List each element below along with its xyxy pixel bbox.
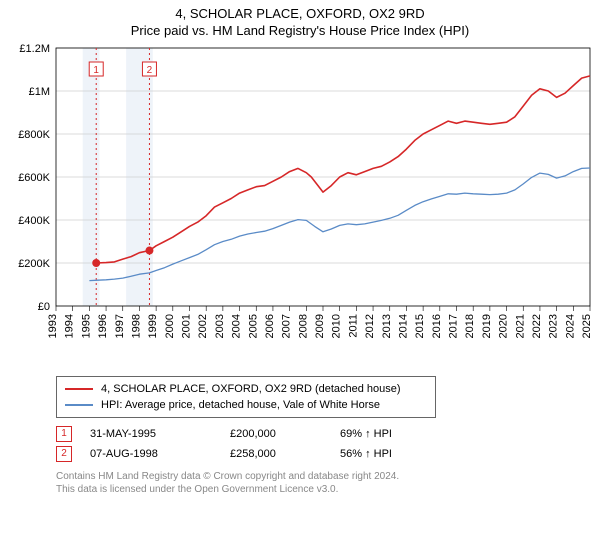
svg-text:1: 1: [93, 65, 99, 76]
legend-row: HPI: Average price, detached house, Vale…: [65, 397, 427, 413]
sale-row: 1 31-MAY-1995£200,00069% ↑ HPI: [56, 424, 600, 444]
svg-text:2003: 2003: [214, 314, 226, 338]
svg-text:2012: 2012: [364, 314, 376, 338]
svg-text:2: 2: [147, 65, 153, 76]
svg-text:2000: 2000: [164, 314, 176, 338]
svg-text:1994: 1994: [64, 314, 76, 338]
legend-label: HPI: Average price, detached house, Vale…: [101, 397, 380, 413]
svg-text:2025: 2025: [581, 314, 593, 338]
sale-price: £200,000: [230, 424, 340, 444]
sales-table: 1 31-MAY-1995£200,00069% ↑ HPI 2 07-AUG-199…: [56, 424, 600, 464]
svg-text:£1M: £1M: [29, 86, 50, 98]
svg-text:2002: 2002: [197, 314, 209, 338]
svg-text:2017: 2017: [448, 314, 460, 338]
sale-badge: 2: [56, 446, 72, 462]
svg-text:£200K: £200K: [18, 258, 50, 270]
svg-text:1998: 1998: [130, 314, 142, 338]
chart-title-2: Price paid vs. HM Land Registry's House …: [0, 23, 600, 38]
svg-text:2014: 2014: [397, 314, 409, 338]
sale-date: 07-AUG-1998: [90, 444, 230, 464]
sale-badge: 1: [56, 426, 72, 442]
sale-price: £258,000: [230, 444, 340, 464]
svg-text:2013: 2013: [381, 314, 393, 338]
svg-text:2022: 2022: [531, 314, 543, 338]
sale-hpi: 69% ↑ HPI: [340, 424, 440, 444]
sale-hpi: 56% ↑ HPI: [340, 444, 440, 464]
svg-text:2023: 2023: [548, 314, 560, 338]
svg-text:2009: 2009: [314, 314, 326, 338]
svg-text:2015: 2015: [414, 314, 426, 338]
legend-swatch: [65, 388, 93, 390]
svg-text:2016: 2016: [431, 314, 443, 338]
svg-text:1993: 1993: [47, 314, 59, 338]
legend: 4, SCHOLAR PLACE, OXFORD, OX2 9RD (detac…: [56, 376, 436, 418]
svg-text:2020: 2020: [498, 314, 510, 338]
legend-label: 4, SCHOLAR PLACE, OXFORD, OX2 9RD (detac…: [101, 381, 401, 397]
svg-text:1997: 1997: [114, 314, 126, 338]
svg-text:1999: 1999: [147, 314, 159, 338]
svg-text:2008: 2008: [297, 314, 309, 338]
svg-text:£1.2M: £1.2M: [19, 43, 50, 55]
sale-date: 31-MAY-1995: [90, 424, 230, 444]
price-chart: £0 £200K £400K £600K £800K £1M £1.2M 1993 1994 19…: [0, 42, 600, 372]
svg-text:2018: 2018: [464, 314, 476, 338]
legend-row: 4, SCHOLAR PLACE, OXFORD, OX2 9RD (detac…: [65, 381, 427, 397]
chart-title-1: 4, SCHOLAR PLACE, OXFORD, OX2 9RD: [0, 6, 600, 21]
legend-swatch: [65, 404, 93, 406]
svg-text:2011: 2011: [347, 314, 359, 338]
svg-text:2024: 2024: [564, 314, 576, 338]
svg-text:£800K: £800K: [18, 129, 50, 141]
sale-row: 2 07-AUG-1998£258,00056% ↑ HPI: [56, 444, 600, 464]
svg-text:£600K: £600K: [18, 172, 50, 184]
svg-text:2006: 2006: [264, 314, 276, 338]
svg-text:1996: 1996: [97, 314, 109, 338]
svg-text:1995: 1995: [80, 314, 92, 338]
footer-attribution: Contains HM Land Registry data © Crown c…: [56, 470, 600, 496]
svg-text:2010: 2010: [331, 314, 343, 338]
svg-text:2005: 2005: [247, 314, 259, 338]
footer-line: Contains HM Land Registry data © Crown c…: [56, 470, 600, 483]
footer-line: This data is licensed under the Open Gov…: [56, 483, 600, 496]
svg-text:£400K: £400K: [18, 215, 50, 227]
svg-text:2007: 2007: [281, 314, 293, 338]
svg-text:2021: 2021: [514, 314, 526, 338]
svg-text:2019: 2019: [481, 314, 493, 338]
svg-text:2001: 2001: [181, 314, 193, 338]
svg-text:£0: £0: [38, 301, 50, 313]
svg-text:2004: 2004: [231, 314, 243, 338]
